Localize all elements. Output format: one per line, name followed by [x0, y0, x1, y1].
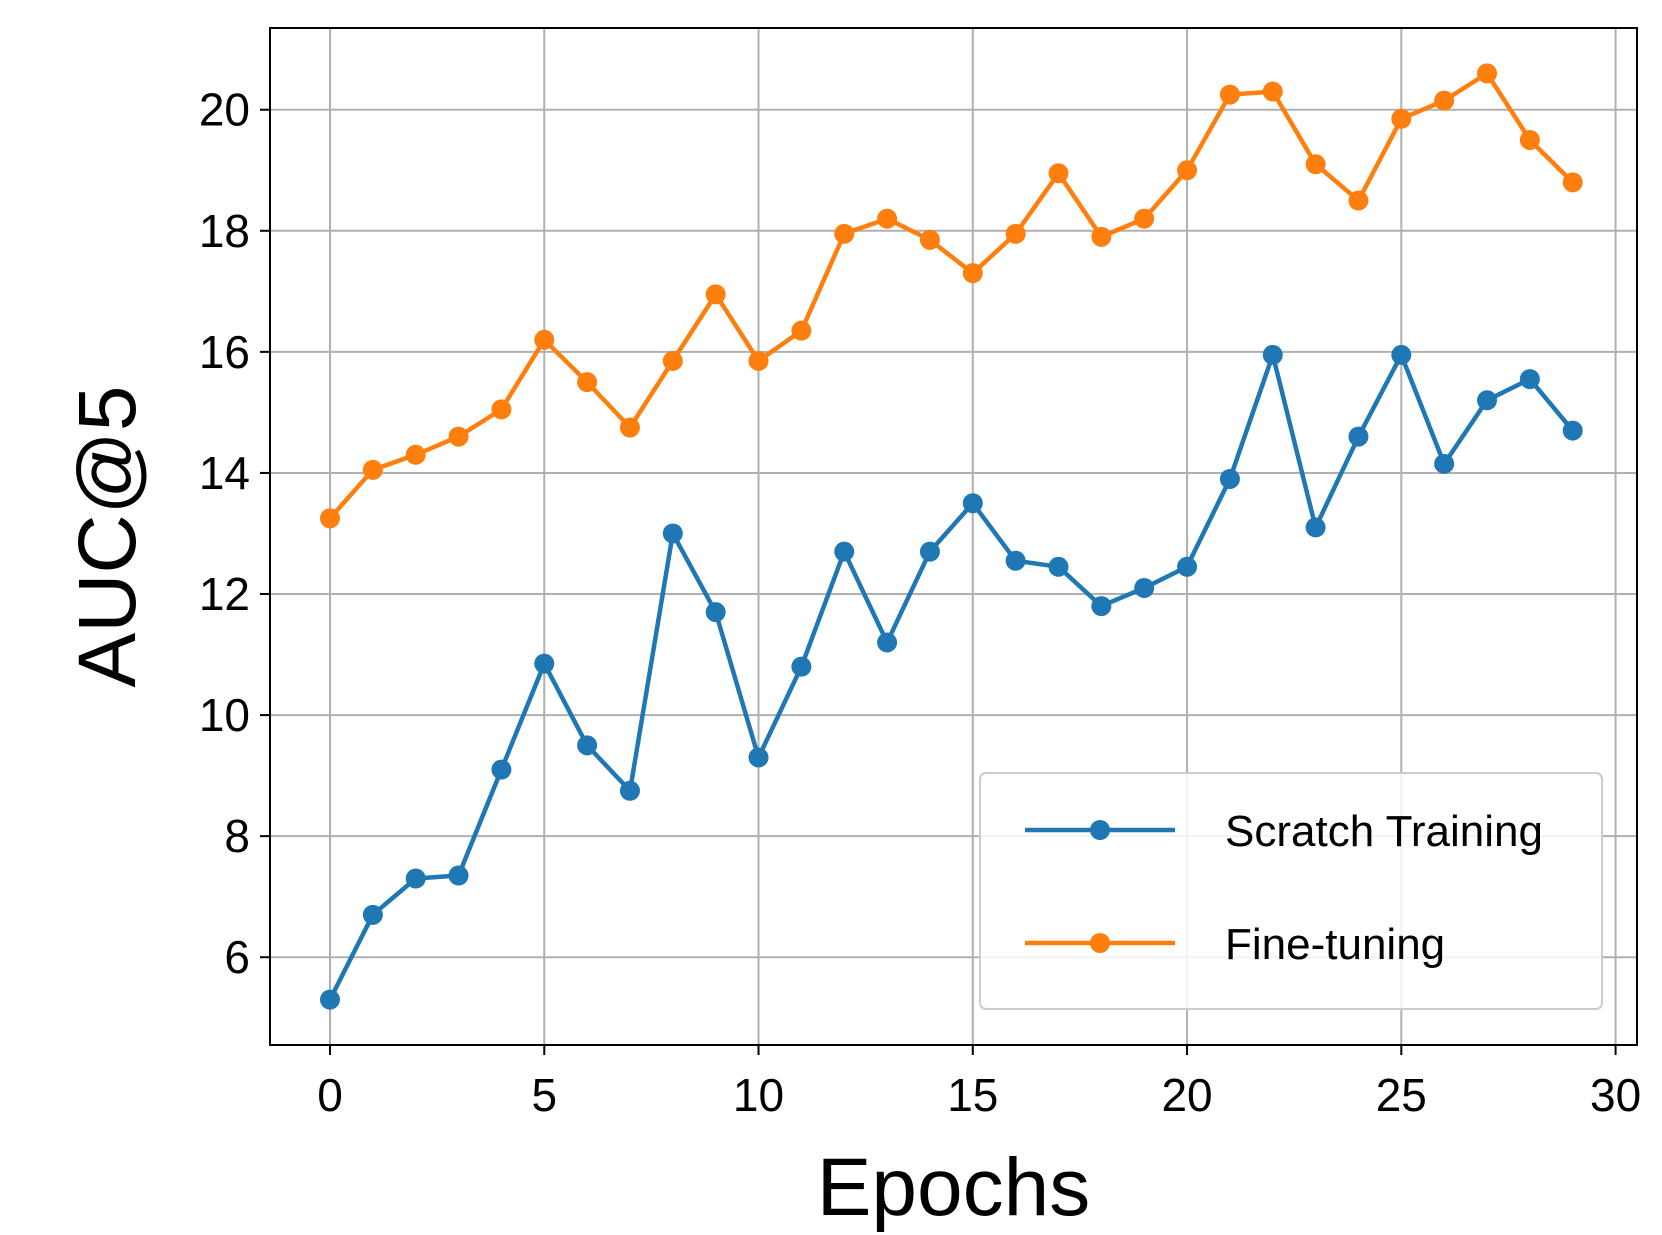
series-0-point — [962, 493, 983, 514]
series-0-point — [662, 523, 683, 544]
series-1-point — [1048, 163, 1069, 184]
series-0-point — [705, 602, 726, 623]
x-tick-label: 0 — [317, 1069, 343, 1121]
series-0-point — [1262, 344, 1283, 365]
series-1-point — [491, 399, 512, 420]
series-1-point — [962, 263, 983, 284]
series-0-point — [1134, 577, 1155, 598]
series-0-point — [534, 653, 555, 674]
series-1-point — [834, 223, 855, 244]
x-tick-label: 15 — [947, 1069, 998, 1121]
series-1-point — [577, 372, 598, 393]
series-0-point — [1562, 420, 1583, 441]
series-0-point — [405, 868, 426, 889]
series-1-point — [748, 350, 769, 371]
series-0-point — [362, 904, 383, 925]
series-0-point — [1219, 468, 1240, 489]
series-0-point — [619, 780, 640, 801]
series-0-point — [1048, 556, 1069, 577]
series-0-point — [319, 989, 340, 1010]
series-layer — [319, 63, 1583, 1010]
series-1-point — [1177, 160, 1198, 181]
series-0-point — [1305, 517, 1326, 538]
series-1-point — [448, 426, 469, 447]
y-tick-label: 6 — [224, 931, 250, 983]
grid-lines — [270, 28, 1637, 1045]
series-0-point — [577, 735, 598, 756]
series-line-1 — [328, 71, 1575, 520]
x-tick-label: 20 — [1161, 1069, 1212, 1121]
series-0-point — [1391, 344, 1412, 365]
series-1-point — [1134, 208, 1155, 229]
series-0-point — [1434, 453, 1455, 474]
tick-layer: 0 5 10 15 20 25 30 6 8 10 12 14 16 18 20 — [199, 84, 1641, 1121]
series-1-point — [619, 417, 640, 438]
series-1-point — [1434, 90, 1455, 111]
legend-marker-0 — [1090, 820, 1110, 840]
series-1-point — [662, 350, 683, 371]
series-0-point — [491, 759, 512, 780]
series-1-point — [877, 208, 898, 229]
series-1-point — [705, 284, 726, 305]
series-1-point — [405, 444, 426, 465]
series-0-point — [791, 656, 812, 677]
series-1-point — [919, 229, 940, 250]
series-1-point — [791, 320, 812, 341]
series-1-point — [362, 459, 383, 480]
legend: Scratch Training Fine-tuning — [979, 772, 1603, 1010]
series-0-point — [877, 632, 898, 653]
legend-label-1: Fine-tuning — [1225, 920, 1445, 969]
y-tick-label: 8 — [224, 810, 250, 862]
x-tick-label: 10 — [733, 1069, 784, 1121]
y-tick-label: 16 — [199, 326, 250, 378]
series-1-point — [1519, 129, 1540, 150]
x-tick-label: 25 — [1376, 1069, 1427, 1121]
series-1-point — [319, 508, 340, 529]
series-1-point — [1348, 190, 1369, 211]
x-axis-title: Epochs — [817, 1142, 1091, 1233]
series-0-point — [1477, 390, 1498, 411]
legend-label-0: Scratch Training — [1225, 807, 1543, 856]
series-1-point — [1477, 63, 1498, 84]
series-1-point — [1305, 154, 1326, 175]
plot-frame — [269, 27, 1638, 1046]
series-line-0 — [327, 352, 1575, 1001]
series-0-point — [834, 541, 855, 562]
series-1-point — [1262, 81, 1283, 102]
series-1-point — [534, 329, 555, 350]
series-0-point — [1091, 596, 1112, 617]
x-tick-label: 30 — [1590, 1069, 1641, 1121]
series-0-point — [1177, 556, 1198, 577]
series-1-point — [1091, 226, 1112, 247]
series-0-point — [919, 541, 940, 562]
series-0-point — [1519, 369, 1540, 390]
series-0-point — [1005, 550, 1026, 571]
series-0-point — [1348, 426, 1369, 447]
legend-marker-1 — [1090, 933, 1110, 953]
y-tick-label: 20 — [199, 84, 250, 136]
series-0-point — [748, 747, 769, 768]
y-tick-label: 12 — [199, 568, 250, 620]
y-axis-title: AUC@5 — [62, 386, 153, 688]
series-1-point — [1005, 223, 1026, 244]
y-tick-label: 18 — [199, 205, 250, 257]
series-0-point — [448, 865, 469, 886]
series-1-point — [1562, 172, 1583, 193]
y-tick-label: 14 — [199, 447, 250, 499]
series-1-point — [1219, 84, 1240, 105]
y-tick-label: 10 — [199, 689, 250, 741]
series-1-point — [1391, 108, 1412, 129]
x-tick-label: 5 — [531, 1069, 557, 1121]
